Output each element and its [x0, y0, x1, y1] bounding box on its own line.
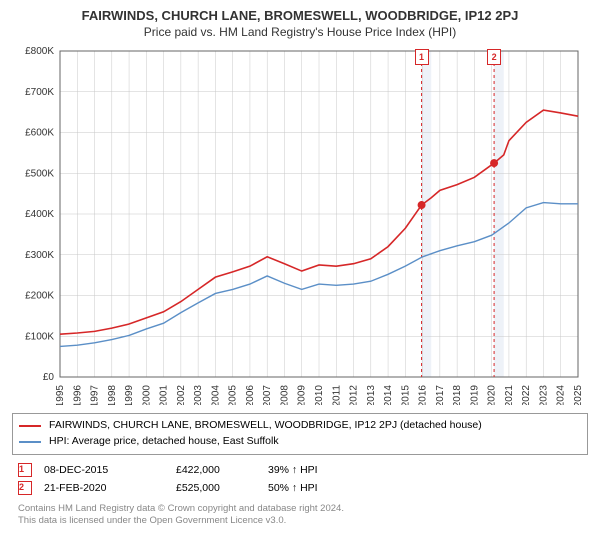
legend-label: FAIRWINDS, CHURCH LANE, BROMESWELL, WOOD…: [49, 418, 482, 434]
svg-text:2014: 2014: [383, 385, 394, 405]
svg-text:£800K: £800K: [25, 46, 54, 57]
svg-text:2022: 2022: [521, 385, 532, 405]
svg-text:£200K: £200K: [25, 291, 54, 302]
legend-swatch: [19, 425, 41, 427]
svg-text:2004: 2004: [210, 385, 221, 405]
svg-text:2019: 2019: [469, 385, 480, 405]
svg-text:2017: 2017: [435, 385, 446, 405]
svg-text:£500K: £500K: [25, 168, 54, 179]
copyright-line: This data is licensed under the Open Gov…: [18, 515, 582, 527]
legend: FAIRWINDS, CHURCH LANE, BROMESWELL, WOOD…: [12, 413, 588, 455]
svg-text:2024: 2024: [556, 385, 567, 405]
svg-text:2015: 2015: [400, 385, 411, 405]
sale-price: £525,000: [176, 482, 256, 494]
chart-subtitle: Price paid vs. HM Land Registry's House …: [12, 25, 588, 39]
sale-price: £422,000: [176, 464, 256, 476]
svg-text:1998: 1998: [107, 385, 118, 405]
svg-text:1996: 1996: [72, 385, 83, 405]
svg-text:2008: 2008: [279, 385, 290, 405]
legend-swatch: [19, 441, 41, 443]
table-row: 2 21-FEB-2020 £525,000 50% ↑ HPI: [12, 479, 588, 497]
copyright-line: Contains HM Land Registry data © Crown c…: [18, 503, 582, 515]
svg-text:2023: 2023: [538, 385, 549, 405]
svg-text:2002: 2002: [176, 385, 187, 405]
copyright: Contains HM Land Registry data © Crown c…: [12, 503, 588, 528]
svg-text:2025: 2025: [573, 385, 584, 405]
sale-delta: 39% ↑ HPI: [268, 464, 358, 476]
svg-text:2020: 2020: [487, 385, 498, 405]
sale-marker-icon: 2: [18, 481, 32, 495]
svg-text:1997: 1997: [90, 385, 101, 405]
svg-text:£0: £0: [43, 372, 55, 383]
svg-text:2001: 2001: [159, 385, 170, 405]
sales-table: 1 08-DEC-2015 £422,000 39% ↑ HPI 2 21-FE…: [12, 461, 588, 497]
chart-marker-label: 2: [487, 49, 501, 65]
legend-item: HPI: Average price, detached house, East…: [19, 434, 581, 450]
svg-text:£400K: £400K: [25, 209, 54, 220]
chart-marker-label: 1: [415, 49, 429, 65]
svg-text:£600K: £600K: [25, 128, 54, 139]
svg-text:£300K: £300K: [25, 250, 54, 261]
svg-text:1999: 1999: [124, 385, 135, 405]
svg-text:2018: 2018: [452, 385, 463, 405]
svg-text:2011: 2011: [331, 385, 342, 405]
svg-text:1995: 1995: [55, 385, 66, 405]
svg-text:2005: 2005: [228, 385, 239, 405]
svg-text:2012: 2012: [349, 385, 360, 405]
table-row: 1 08-DEC-2015 £422,000 39% ↑ HPI: [12, 461, 588, 479]
svg-text:2021: 2021: [504, 385, 515, 405]
svg-text:2003: 2003: [193, 385, 204, 405]
chart-area: £0 £100K £200K £300K £400K £500K £600K £700K £80…: [12, 45, 588, 405]
legend-label: HPI: Average price, detached house, East…: [49, 434, 279, 450]
svg-text:2009: 2009: [297, 385, 308, 405]
svg-text:£700K: £700K: [25, 87, 54, 98]
svg-text:£100K: £100K: [25, 331, 54, 342]
svg-text:2010: 2010: [314, 385, 325, 405]
legend-item: FAIRWINDS, CHURCH LANE, BROMESWELL, WOOD…: [19, 418, 581, 434]
line-chart: £0 £100K £200K £300K £400K £500K £600K £700K £80…: [12, 45, 588, 405]
chart-title: FAIRWINDS, CHURCH LANE, BROMESWELL, WOOD…: [12, 8, 588, 23]
sale-marker-icon: 1: [18, 463, 32, 477]
svg-text:2006: 2006: [245, 385, 256, 405]
svg-text:2016: 2016: [418, 385, 429, 405]
sale-date: 08-DEC-2015: [44, 464, 164, 476]
svg-text:2000: 2000: [141, 385, 152, 405]
svg-text:2013: 2013: [366, 385, 377, 405]
sale-date: 21-FEB-2020: [44, 482, 164, 494]
sale-delta: 50% ↑ HPI: [268, 482, 358, 494]
svg-text:2007: 2007: [262, 385, 273, 405]
